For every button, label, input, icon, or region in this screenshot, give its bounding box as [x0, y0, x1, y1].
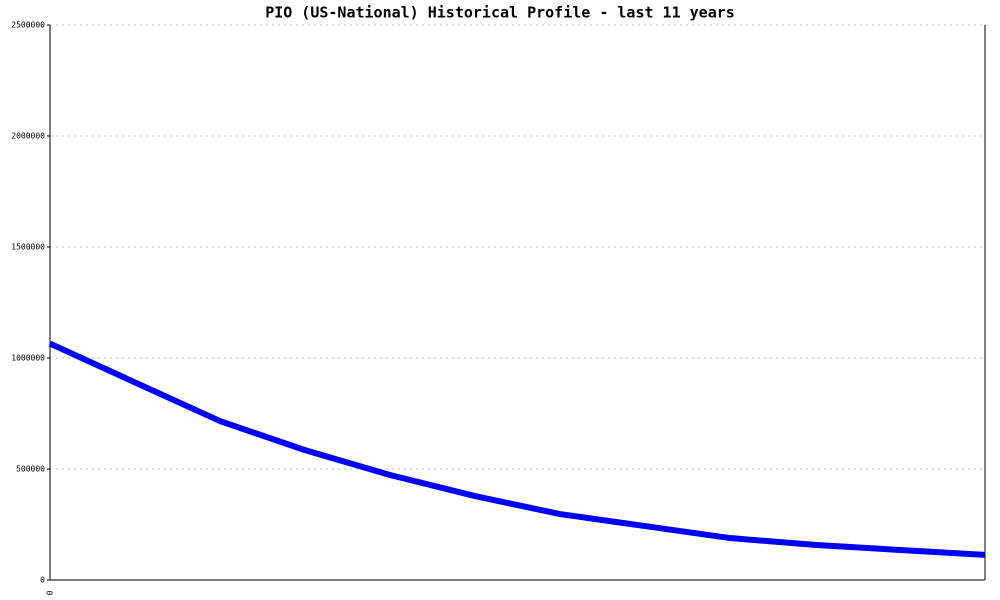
- y-tick-label: 1000000: [11, 354, 45, 363]
- y-tick-label: 500000: [16, 465, 45, 474]
- series-line: [48, 340, 986, 558]
- y-tick-label: 2000000: [11, 132, 45, 141]
- x-tick-label: 0: [46, 590, 55, 595]
- chart-title: PIO (US-National) Historical Profile - l…: [265, 4, 735, 22]
- y-tick-label: 1500000: [11, 243, 45, 252]
- y-tick-label: 0: [40, 576, 45, 585]
- y-tick-label: 2500000: [11, 21, 45, 30]
